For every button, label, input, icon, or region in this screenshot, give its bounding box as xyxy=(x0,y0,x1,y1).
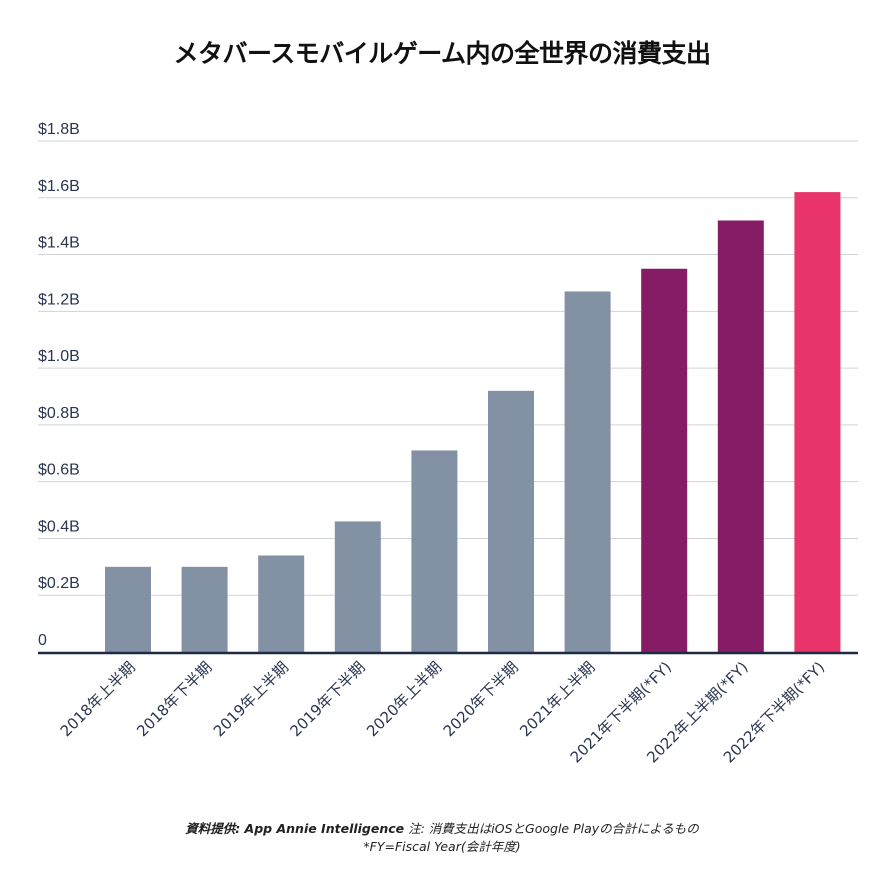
x-tick-label: 2020年上半期 xyxy=(363,658,445,740)
y-tick-label: $1.8B xyxy=(38,121,80,138)
y-tick-label: $1.6B xyxy=(38,178,80,195)
y-tick-label: $1.2B xyxy=(38,291,80,308)
bar xyxy=(334,521,381,652)
bar xyxy=(641,268,688,652)
x-tick-label: 2021年上半期 xyxy=(516,658,598,740)
bar xyxy=(105,566,151,652)
x-tick-label: 2019年上半期 xyxy=(210,658,292,740)
bar xyxy=(258,555,305,652)
source-note: 資料提供: App Annie Intelligence 注: 消費支出はiOS… xyxy=(0,818,884,837)
y-tick-label: 0 xyxy=(38,632,47,649)
bar xyxy=(411,450,458,652)
bar xyxy=(564,291,611,652)
bar xyxy=(717,220,764,652)
y-tick-label: $0.6B xyxy=(38,462,80,479)
chart-title: メタバースモバイルゲーム内の全世界の消費支出 xyxy=(173,39,711,68)
y-tick-label: $1.4B xyxy=(38,235,80,252)
x-tick-label: 2018年上半期 xyxy=(57,658,139,740)
y-tick-label: $0.2B xyxy=(38,575,80,592)
bar xyxy=(794,192,841,652)
x-tick-label: 2019年下半期 xyxy=(286,658,368,740)
bar xyxy=(181,566,228,652)
x-tick-label: 2020年下半期 xyxy=(440,658,522,740)
source-label: 資料提供: App Annie Intelligence xyxy=(185,821,405,836)
fy-note: *FY=Fiscal Year(会計年度) xyxy=(363,839,521,854)
bar-chart: 0 $0.2B $0.4B $0.6B $0.8B $1.0B $1.2B $1.4B $1.6… xyxy=(38,121,858,766)
y-tick-label: $0.4B xyxy=(38,518,80,535)
x-tick-label: 2018年下半期 xyxy=(133,658,215,740)
y-tick-label: $0.8B xyxy=(38,405,80,422)
note-text: 注: 消費支出はiOSとGoogle Playの合計によるもの xyxy=(404,821,699,836)
y-tick-label: $1.0B xyxy=(38,348,80,365)
bar xyxy=(488,390,534,652)
